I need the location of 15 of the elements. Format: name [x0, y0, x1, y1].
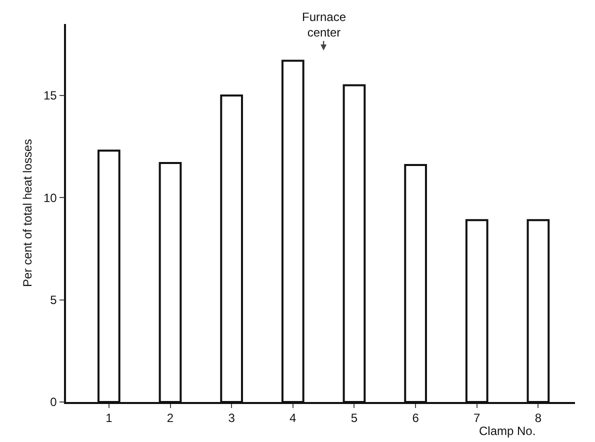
- x-axis-title: Clamp No.: [479, 424, 536, 438]
- y-tick-label: 5: [50, 293, 58, 308]
- y-axis-title: Per cent of total heat losses: [20, 138, 34, 288]
- x-tick-label: 2: [166, 411, 174, 426]
- x-tick-label: 3: [228, 411, 236, 426]
- x-tick-label: 8: [534, 411, 542, 426]
- y-tick-label: 0: [50, 395, 58, 410]
- x-tick-label: 7: [474, 411, 481, 426]
- x-tick-label: 5: [350, 411, 358, 426]
- x-tick-label: 4: [290, 411, 297, 426]
- x-tick-label: 6: [412, 411, 420, 426]
- annotation: Furnace center: [302, 10, 346, 40]
- y-tick-label: 10: [43, 190, 58, 205]
- y-tick-label: 15: [43, 88, 58, 103]
- x-tick-label: 1: [106, 411, 113, 426]
